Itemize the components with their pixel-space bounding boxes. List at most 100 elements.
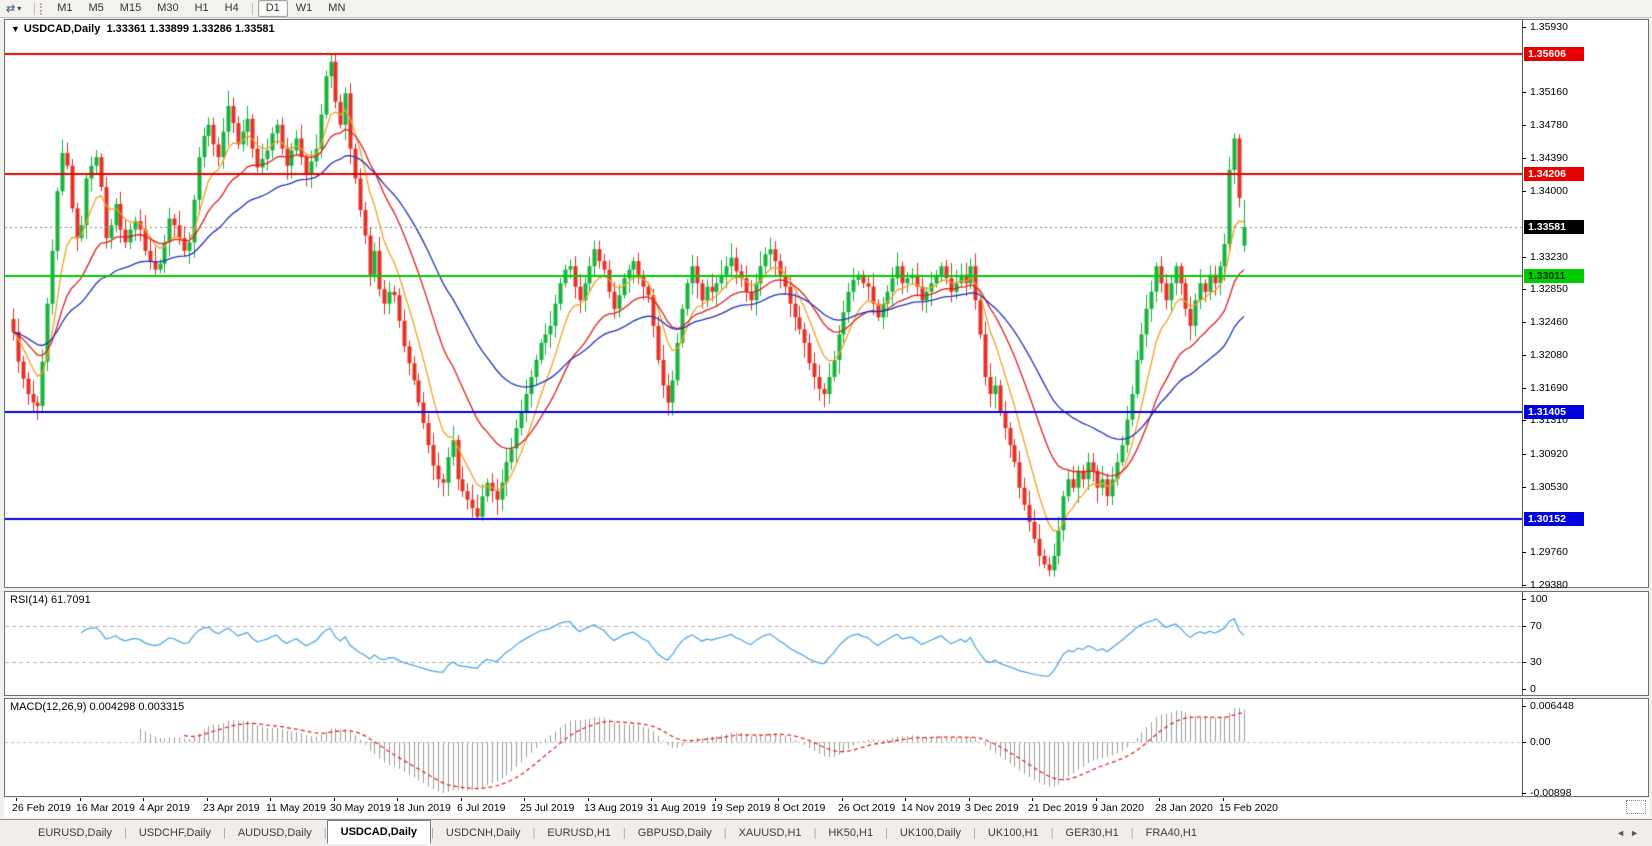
timeframe-button-m5[interactable]: M5	[88, 2, 104, 14]
price-tick-mark	[1522, 552, 1526, 553]
chart-ohlc-values: 1.33361 1.33899 1.33286 1.33581	[106, 23, 275, 35]
macd-tick-mark	[1522, 706, 1526, 707]
price-tick-mark	[1522, 487, 1526, 488]
rsi-tick-mark	[1522, 662, 1526, 663]
tab-scroll-right-icon[interactable]: ►	[1630, 828, 1644, 838]
timeframe-toolbar: ⇄ ▾ M1 M5 M15 M30 H1 H4 D1 W1 MN	[0, 0, 1652, 18]
chart-tab-usdcad-daily[interactable]: USDCAD,Daily	[326, 820, 432, 844]
chart-tab-gbpusd-daily[interactable]: GBPUSD,Daily	[637, 827, 712, 839]
timeframe-button-mn[interactable]: MN	[328, 2, 346, 14]
price-tick-mark	[1522, 125, 1526, 126]
tab-separator: |	[622, 827, 626, 839]
date-tick-mark	[207, 798, 208, 801]
price-tick-label: 1.31690	[1530, 382, 1568, 394]
collapse-icon[interactable]: ▼	[11, 24, 20, 34]
date-tick-mark	[397, 798, 398, 801]
date-tick-label: 31 Aug 2019	[647, 802, 706, 814]
candlestick-chart-canvas[interactable]	[5, 20, 1522, 587]
date-tick-label: 23 Apr 2019	[203, 802, 260, 814]
dropdown-caret-icon[interactable]: ▾	[17, 4, 22, 13]
price-tick-label: 1.34390	[1530, 152, 1568, 164]
price-level-tag: 1.34206	[1524, 167, 1584, 181]
toolbar-separator	[251, 2, 253, 15]
date-tick-mark	[1159, 798, 1160, 801]
date-tick-mark	[715, 798, 716, 801]
macd-chart-canvas[interactable]	[5, 699, 1522, 796]
chart-tab-eurusd-daily[interactable]: EURUSD,Daily	[38, 827, 112, 839]
price-tick-label: 1.35160	[1530, 86, 1568, 98]
tab-separator: |	[723, 827, 727, 839]
price-tick-label: 1.29760	[1530, 546, 1568, 558]
toolbar-separator	[34, 2, 36, 15]
date-tick-mark	[905, 798, 906, 801]
date-tick-label: 30 May 2019	[330, 802, 391, 814]
chart-title: ▼ USDCAD,Daily 1.33361 1.33899 1.33286 1.…	[11, 23, 275, 35]
price-tick-mark	[1522, 355, 1526, 356]
date-tick-label: 9 Jan 2020	[1092, 802, 1144, 814]
price-chart-panel[interactable]: ▼ USDCAD,Daily 1.33361 1.33899 1.33286 1.…	[4, 19, 1649, 591]
price-tick-mark	[1522, 420, 1526, 421]
chart-tab-fra40-h1[interactable]: FRA40,H1	[1145, 827, 1197, 839]
rsi-tick-label: 100	[1530, 593, 1548, 605]
rsi-axis-divider	[1522, 592, 1523, 695]
macd-indicator-panel[interactable]: MACD(12,26,9) 0.004298 0.003315 0.006448…	[4, 698, 1649, 799]
date-tick-label: 6 Jul 2019	[457, 802, 506, 814]
chart-tab-audusd-daily[interactable]: AUDUSD,Daily	[237, 827, 312, 839]
price-level-tag: 1.30152	[1524, 512, 1584, 526]
rsi-tick-label: 0	[1530, 683, 1536, 695]
price-tick-label: 1.35930	[1530, 21, 1568, 33]
date-tick-label: 18 Jun 2019	[393, 802, 451, 814]
date-tick-label: 19 Sep 2019	[711, 802, 771, 814]
macd-label: MACD(12,26,9) 0.004298 0.003315	[10, 701, 185, 713]
date-tick-label: 3 Dec 2019	[965, 802, 1019, 814]
date-tick-label: 14 Nov 2019	[901, 802, 961, 814]
timeframe-button-w1[interactable]: W1	[295, 2, 313, 14]
rsi-chart-canvas[interactable]	[5, 592, 1522, 695]
price-tick-mark	[1522, 191, 1526, 192]
chart-tab-hk50-h1[interactable]: HK50,H1	[828, 827, 874, 839]
chart-tab-bar: EURUSD,Daily | USDCHF,Daily | AUDUSD,Daily | U…	[0, 819, 1652, 846]
rsi-indicator-panel[interactable]: RSI(14) 61.7091 100 70 30 0	[4, 591, 1649, 696]
timeframe-button-m15[interactable]: M15	[119, 2, 142, 14]
price-tick-label: 1.30920	[1530, 448, 1568, 460]
date-tick-label: 13 Aug 2019	[584, 802, 643, 814]
date-tick-label: 4 Apr 2019	[139, 802, 190, 814]
macd-tick-label: 0.006448	[1530, 700, 1574, 712]
toolbar-grip[interactable]	[40, 2, 43, 15]
price-tick-label: 1.32460	[1530, 316, 1568, 328]
macd-tick-mark	[1522, 742, 1526, 743]
date-tick-label: 26 Feb 2019	[12, 802, 71, 814]
date-tick-mark	[842, 798, 843, 801]
chart-tab-usdchf-daily[interactable]: USDCHF,Daily	[138, 827, 211, 839]
chart-tab-xauusd-h1[interactable]: XAUUSD,H1	[738, 827, 802, 839]
timeframe-button-d1[interactable]: D1	[257, 0, 288, 17]
tab-scroll-left-icon[interactable]: ◄	[1616, 828, 1631, 838]
panel-resize-grip[interactable]	[1626, 800, 1646, 814]
price-tick-mark	[1522, 585, 1526, 586]
price-level-tag: 1.33011	[1524, 269, 1584, 283]
chart-tab-usdcnh-daily[interactable]: USDCNH,Daily	[445, 827, 521, 839]
tab-separator: |	[431, 827, 434, 839]
timeframe-button-m1[interactable]: M1	[57, 2, 73, 14]
price-tick-mark	[1522, 257, 1526, 258]
price-tick-mark	[1522, 289, 1526, 290]
tab-separator: |	[973, 827, 976, 839]
timeframe-buttons: M1 M5 M15 M30 H1 H4 D1 W1 MN	[49, 0, 353, 17]
symbols-arrows-icon[interactable]: ⇄	[6, 3, 16, 15]
timeframe-button-h1[interactable]: H1	[194, 2, 209, 14]
timeframe-button-h4[interactable]: H4	[224, 2, 239, 14]
chart-tab-uk100-h1[interactable]: UK100,H1	[987, 827, 1039, 839]
chart-tab-uk100-daily[interactable]: UK100,Daily	[899, 827, 962, 839]
chart-tab-ger30-h1[interactable]: GER30,H1	[1065, 827, 1119, 839]
date-tick-mark	[778, 798, 779, 801]
timeframe-button-m30[interactable]: M30	[157, 2, 179, 14]
tab-separator: |	[323, 827, 327, 839]
date-tick-mark	[1032, 798, 1033, 801]
rsi-tick-label: 30	[1530, 656, 1542, 668]
macd-tick-mark	[1522, 793, 1526, 794]
price-tick-mark	[1522, 322, 1526, 323]
date-tick-label: 16 Mar 2019	[76, 802, 135, 814]
chart-tab-eurusd-h1[interactable]: EURUSD,H1	[547, 827, 611, 839]
rsi-tick-mark	[1522, 599, 1526, 600]
date-tick-mark	[524, 798, 525, 801]
